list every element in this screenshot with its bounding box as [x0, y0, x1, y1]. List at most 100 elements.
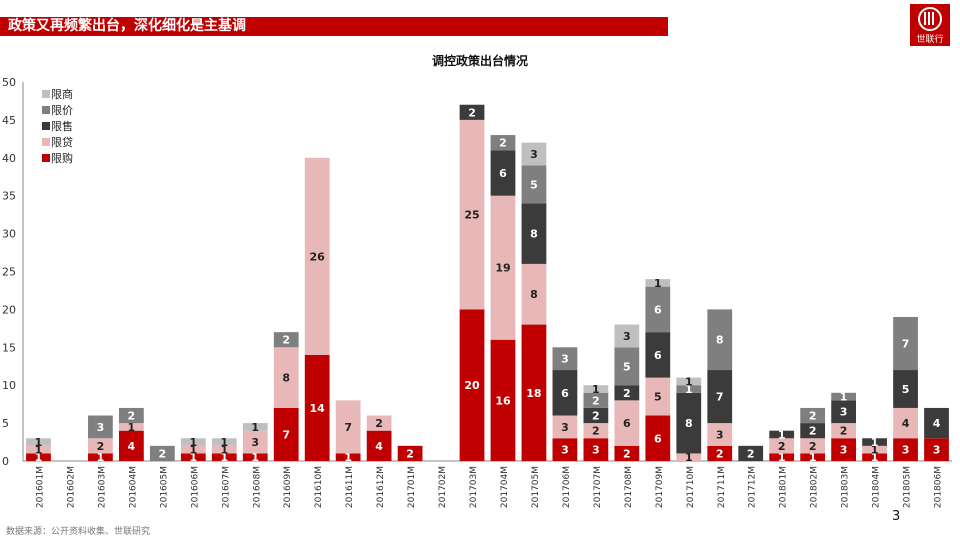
data-label: 2: [468, 106, 476, 119]
legend-swatch: [42, 106, 50, 114]
bar-segment: [180, 438, 206, 446]
data-label: 3: [592, 444, 600, 457]
bar-segment: [118, 430, 144, 461]
bar-segment: [583, 385, 609, 393]
bar-segment: [831, 438, 857, 461]
data-label: 7: [344, 421, 352, 434]
data-label: 1: [685, 375, 693, 388]
legend-swatch: [42, 154, 50, 162]
x-tick-label: 201601M: [35, 466, 45, 508]
bar-segment: [676, 377, 702, 386]
bar-segment: [769, 430, 795, 439]
x-tick-label: 201802M: [810, 466, 820, 508]
bar-segment: [26, 438, 51, 446]
bar-segment: [862, 438, 887, 446]
data-label: 2: [592, 410, 600, 423]
data-label: 3: [716, 428, 724, 441]
x-tick-label: 201801M: [779, 466, 789, 508]
bar-segment: [583, 392, 609, 408]
legend-label: 限购: [51, 151, 73, 165]
data-label: 1: [592, 383, 600, 396]
bar-segment: [862, 453, 887, 461]
data-label: 16: [495, 394, 511, 407]
data-label: 1: [344, 451, 352, 464]
bar-segment: [769, 453, 795, 461]
data-label: 26: [310, 250, 326, 263]
data-label: 2: [406, 447, 414, 460]
data-label: 2: [592, 425, 600, 438]
bar-segment: [242, 453, 268, 461]
bar-segment: [273, 407, 299, 461]
bar-segment: [614, 324, 640, 348]
bar-segment: [893, 438, 918, 461]
data-label: 19: [495, 262, 510, 275]
x-tick-label: 201610M: [314, 466, 324, 508]
bar-segment: [273, 332, 299, 348]
legend-swatch: [42, 90, 50, 98]
data-label: 2: [592, 394, 600, 407]
bar-segment: [800, 423, 826, 439]
legend-label: 限商: [51, 87, 73, 101]
x-tick-label: 201705M: [531, 466, 541, 508]
bar-segment: [614, 445, 640, 461]
bar-segment: [583, 438, 609, 461]
logo-text: 世联行: [916, 35, 944, 45]
data-label: 6: [654, 349, 662, 362]
x-tick-label: 201608M: [252, 466, 262, 508]
bar-segment: [614, 385, 640, 401]
data-label: 25: [464, 209, 479, 222]
data-label: 7: [902, 338, 910, 351]
bar-segment: [490, 339, 516, 461]
legend-label: 限价: [51, 104, 73, 117]
bar-segment: [552, 347, 578, 371]
data-label: 5: [623, 360, 631, 373]
data-label: 2: [840, 425, 848, 438]
data-label: 2: [809, 410, 817, 423]
bar-segment: [645, 332, 671, 378]
data-label: 1: [35, 444, 43, 457]
bar-segment: [862, 445, 887, 454]
data-label: 7: [282, 428, 290, 441]
data-label: 1: [251, 421, 259, 434]
data-label: 2: [623, 447, 631, 460]
bar-segment: [707, 309, 733, 371]
bar-segment: [893, 316, 918, 371]
x-tick-label: 201710M: [686, 466, 696, 508]
bar-segment: [88, 453, 113, 461]
data-label: 1: [778, 428, 786, 441]
data-label: 1: [685, 383, 693, 396]
y-tick-label: 35: [2, 190, 16, 203]
data-label: 1: [220, 436, 228, 449]
x-tick-label: 201712M: [748, 466, 758, 508]
x-tick-label: 201708M: [624, 466, 634, 508]
bar-segment: [118, 407, 144, 424]
data-label: 6: [623, 417, 631, 430]
data-label: 8: [716, 334, 724, 347]
bar-segment: [645, 377, 671, 416]
data-label: 1: [251, 451, 259, 464]
data-label: 3: [561, 421, 569, 434]
x-tick-label: 201706M: [562, 466, 572, 508]
data-label: 1: [220, 444, 228, 457]
source-note: 数据来源：公开资料收集、世联研究: [6, 527, 151, 537]
data-label: 8: [282, 372, 290, 385]
y-tick-label: 30: [2, 228, 16, 241]
bar-segment: [118, 423, 144, 431]
bar-segment: [366, 430, 392, 461]
bar-segment: [645, 415, 671, 461]
x-tick-label: 201803M: [841, 466, 851, 508]
bar-segment: [242, 423, 268, 431]
data-label: 1: [840, 391, 848, 404]
data-label: 8: [530, 228, 538, 241]
bar-segment: [26, 453, 51, 461]
y-tick-label: 25: [2, 266, 16, 279]
bar-segment: [707, 370, 733, 424]
data-label: 1: [128, 421, 136, 434]
bar-segment: [521, 324, 547, 461]
bar-segment: [211, 438, 237, 446]
data-label: 6: [654, 432, 662, 445]
x-tick-label: 201701M: [407, 466, 417, 508]
y-tick-label: 0: [2, 455, 9, 468]
data-label: 6: [499, 167, 507, 180]
